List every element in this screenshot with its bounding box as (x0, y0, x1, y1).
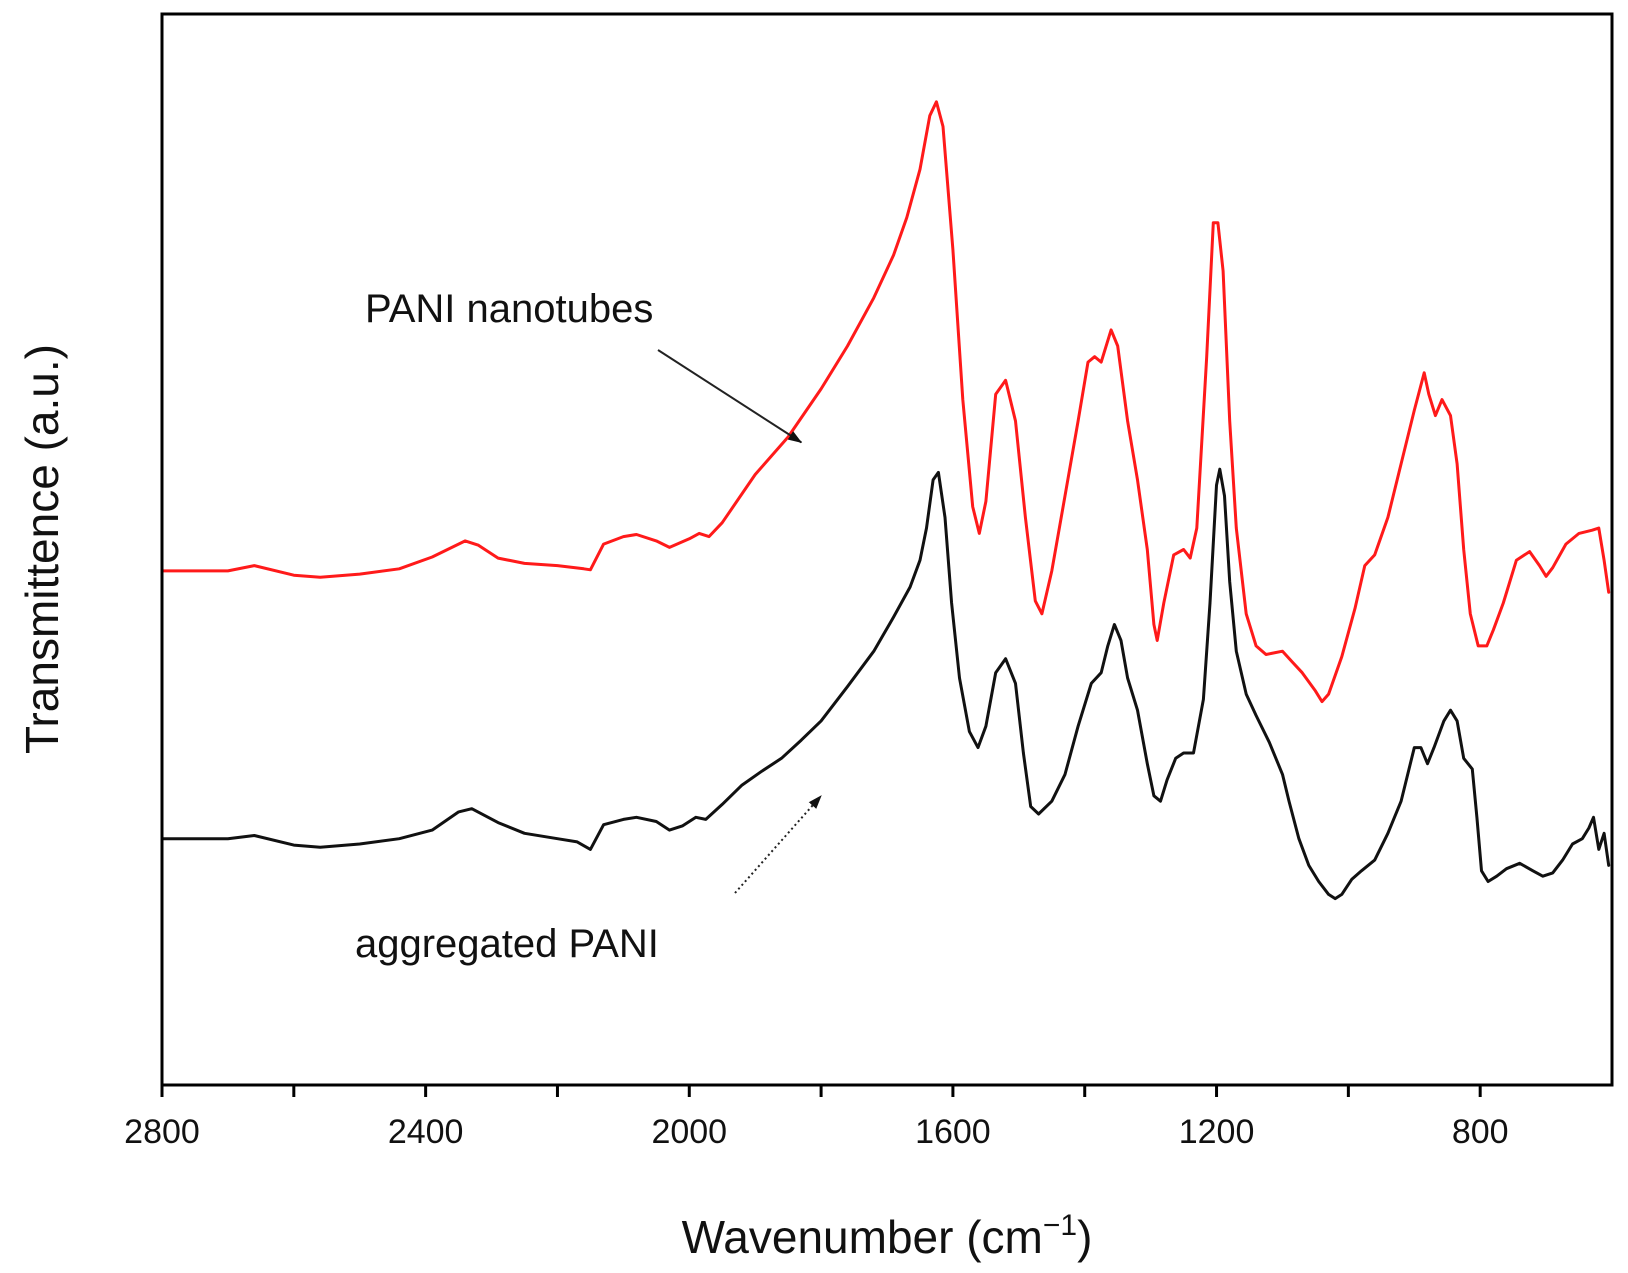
series-line-0 (160, 100, 1611, 704)
x-axis: 2800 2400 2000 1600 1200 800 (124, 1085, 1509, 1151)
x-axis-title: Wavenumber (cm−1) (682, 1209, 1093, 1263)
x-tick-label-1200: 1200 (1179, 1113, 1255, 1151)
x-axis-title-main: Wavenumber (cm (682, 1211, 1043, 1263)
y-axis-title: Transmittence (a.u.) (16, 344, 68, 754)
annotation-arrow-1 (734, 795, 822, 894)
x-tick-label-1600: 1600 (915, 1113, 991, 1151)
x-axis-title-close: ) (1077, 1211, 1092, 1263)
annotation-label-1: aggregated PANI (355, 922, 659, 966)
x-tick-label-2400: 2400 (388, 1113, 464, 1151)
x-tick-label-800: 800 (1452, 1113, 1509, 1151)
series-line-1 (160, 467, 1611, 901)
x-tick-label-2800: 2800 (124, 1113, 200, 1151)
plot-area (160, 100, 1611, 901)
annotation-label-0: PANI nanotubes (365, 287, 653, 331)
annotations: PANI nanotubes aggregated PANI (355, 287, 822, 966)
x-tick-label-2000: 2000 (651, 1113, 727, 1151)
x-axis-title-superscript: −1 (1043, 1209, 1077, 1242)
annotation-arrow-0 (657, 349, 803, 444)
plot-frame (160, 12, 1614, 1087)
